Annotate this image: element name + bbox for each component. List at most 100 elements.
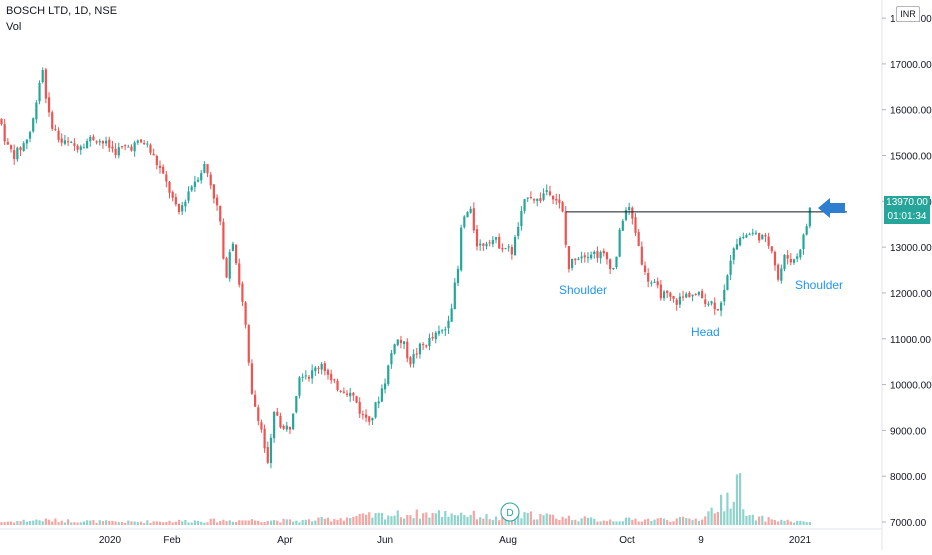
candle-body [25,139,28,144]
volume-bar [707,511,710,525]
volume-bar [555,518,558,525]
currency-badge[interactable]: INR [896,6,920,22]
volume-bar [295,520,298,525]
candle-body [263,428,266,449]
volume-bar [212,518,215,525]
volume-bar [323,518,326,525]
candle-body [364,414,368,418]
volume-bar [697,520,700,525]
volume-bar [279,522,282,525]
candle-body [76,145,79,150]
volume-bar [124,522,127,525]
symbol-title: BOSCH LTD, 1D, NSE [6,5,118,17]
volume-bar [583,516,586,525]
volume-bar [13,522,16,525]
candle-body [640,246,643,265]
candle-body [101,141,105,144]
volume-bar [796,520,799,525]
volume-bar [377,512,380,525]
volume-bar [713,513,716,525]
candle-body [447,320,450,329]
volume-bar [3,522,6,525]
volume-bar [0,522,3,525]
candle-body [491,239,494,245]
candle-body [773,251,777,266]
volume-bar [475,519,479,525]
candle-body [206,164,209,174]
candle-body [805,226,808,235]
candle-body [200,173,203,181]
volume-bar [574,519,577,525]
candle-body [593,251,596,255]
candle-body [22,143,25,151]
volume-bar [314,520,317,525]
volume-bar [409,515,412,525]
volume-bar [342,520,345,525]
candle-body [688,292,691,298]
volume-bar [596,521,599,525]
candle-body [98,141,101,143]
volume-bar [472,510,475,525]
candle-body [349,392,352,397]
candle-body [38,82,41,102]
volume-bar [260,522,263,525]
volume-bar [650,521,653,525]
time-tick-label: Apr [277,535,293,546]
candle-body [355,396,358,403]
candle-body [89,136,92,142]
candle-body [517,227,520,236]
volume-bar [82,521,86,525]
volume-bar [754,520,758,525]
volume-bar [22,519,25,525]
dividend-marker-icon [500,502,520,522]
candle-body [298,377,301,396]
candle-body [596,251,599,258]
candle-body [181,205,184,212]
volume-bar [76,522,79,525]
candle-body [396,339,399,345]
candle-body [758,232,761,241]
volume-bar [108,520,111,525]
volume-bar [485,514,488,525]
volume-bar [628,517,631,525]
candle-body [326,370,330,375]
volume-bar [593,518,596,525]
volume-bar [418,518,422,525]
volume-bar [523,512,526,525]
candle-body [536,198,539,201]
volume-bar [567,515,571,525]
candle-body [361,414,364,416]
candle-body [729,260,732,275]
candle-body [260,422,263,430]
volume-bar [146,520,149,525]
volume-bar [526,512,529,525]
volume-bar [298,522,301,525]
candle-body [796,256,799,259]
candle-body [358,402,361,414]
volume-bar [719,494,723,525]
volume-bar [685,518,688,525]
candle-body [304,375,307,377]
candle-body [697,292,700,295]
candle-body [723,289,726,302]
candle-body [158,165,162,168]
volume-bar [311,521,314,525]
candle-body [323,363,326,372]
volume-bar [130,521,133,525]
volume-bar [190,522,193,525]
volume-bar [647,518,650,525]
volume-bar [551,514,555,525]
candle-body [193,181,196,187]
candle-body [383,383,387,390]
candle-body [162,166,165,174]
candle-body [767,236,770,246]
volume-bar [105,520,108,525]
candle-body [571,258,574,268]
volume-bar [92,520,95,525]
candle-body [174,197,177,205]
candle-body [637,232,640,246]
time-tick-label: 9 [698,535,704,546]
volume-bar [694,518,697,525]
